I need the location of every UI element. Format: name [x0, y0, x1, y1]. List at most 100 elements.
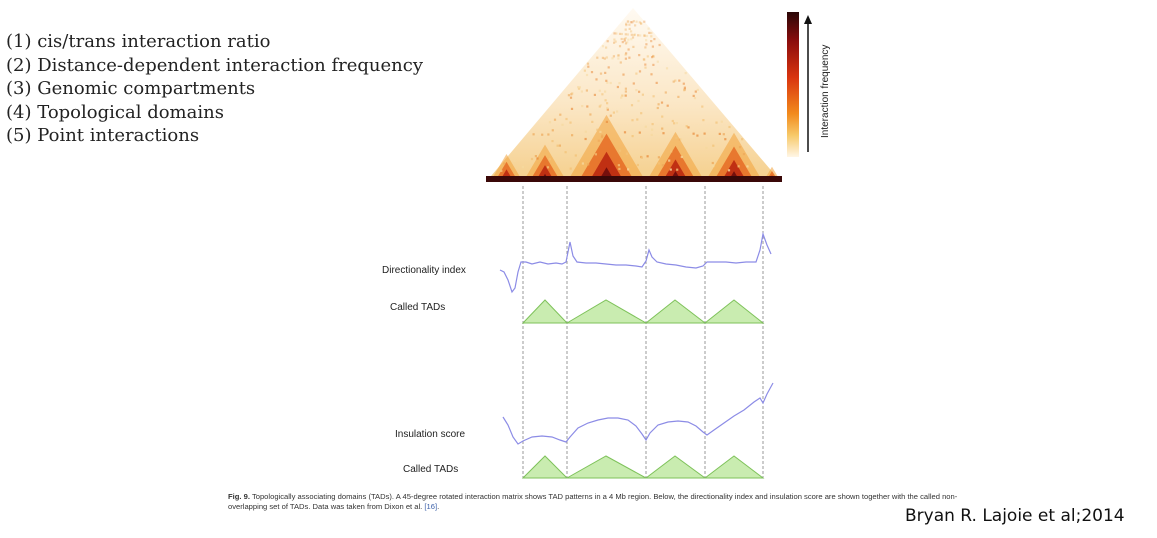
heatmap-cell — [645, 39, 648, 42]
figure-caption: Fig. 9. Topologically associating domain… — [228, 492, 988, 512]
heatmap-cell — [738, 146, 742, 149]
heatmap-cell — [658, 43, 661, 47]
called-tads-label: Called TADs — [390, 302, 445, 313]
heatmap-cell — [571, 134, 574, 137]
list-item: (5) Point interactions — [6, 125, 200, 146]
heatmap-cell — [605, 120, 608, 123]
heatmap-cell — [618, 82, 621, 85]
heatmap-cell — [628, 56, 631, 59]
heatmap-cell — [600, 135, 604, 139]
heatmap-cell — [607, 66, 610, 69]
heatmap-cell — [638, 70, 642, 73]
heatmap-cell — [627, 48, 630, 51]
heatmap-cell — [657, 156, 660, 159]
heatmap-cell — [693, 97, 697, 100]
heatmap-cell — [651, 45, 654, 48]
heatmap-cell — [665, 67, 669, 70]
heatmap-cell — [627, 168, 630, 171]
heatmap-cell — [548, 158, 551, 161]
heatmap-cell — [626, 41, 629, 44]
tad-marker — [565, 455, 647, 479]
heatmap-cell — [624, 42, 628, 45]
heatmap-cell — [712, 164, 715, 168]
heatmap-cell — [617, 54, 620, 57]
heatmap-cell — [638, 21, 641, 24]
heatmap-cell — [651, 123, 654, 126]
heatmap-cell — [711, 161, 714, 165]
heatmap-cell — [593, 93, 596, 96]
heatmap-cell — [619, 61, 622, 64]
heatmap-cell — [634, 24, 637, 27]
heatmap-cell — [676, 168, 679, 171]
caption-reference-link[interactable]: [16] — [424, 502, 438, 511]
heatmap-cell — [591, 120, 594, 123]
heatmap-cell — [712, 144, 715, 147]
heatmap-cell — [646, 155, 649, 158]
heatmap-cell — [621, 41, 624, 44]
heatmap-cell — [587, 65, 590, 68]
called-tads-label: Called TADs — [403, 464, 458, 475]
heatmap-cell — [657, 162, 661, 165]
heatmap-cell — [613, 41, 616, 44]
heatmap-cell — [630, 33, 633, 36]
tad-boundary-lines — [522, 186, 764, 478]
heatmap-cell — [611, 57, 614, 60]
feature-list: (1) cis/trans interaction ratio (2) Dist… — [6, 30, 423, 148]
heatmap-cell — [615, 32, 618, 35]
heatmap-cell — [601, 93, 604, 96]
list-item: (1) cis/trans interaction ratio — [6, 31, 271, 52]
heatmap-cell — [606, 108, 609, 111]
heatmap-cell — [645, 34, 648, 38]
heatmap-cell — [623, 38, 626, 41]
heatmap-cell — [643, 34, 646, 37]
heatmap-cell — [636, 163, 639, 167]
heatmap-cell — [638, 131, 641, 134]
heatmap-cell — [617, 54, 620, 57]
heatmap-cell — [670, 150, 673, 153]
heatmap-cell — [644, 125, 647, 128]
heatmap-cell — [583, 69, 586, 72]
heatmap-cell — [620, 96, 623, 99]
heatmap-cell — [650, 31, 653, 35]
heatmap-cell — [617, 57, 620, 60]
tad-marker — [521, 455, 569, 479]
heatmap-cell — [612, 111, 615, 114]
heatmap-triangle — [486, 8, 781, 182]
heatmap-cell — [643, 20, 646, 23]
heatmap-cell — [617, 164, 620, 167]
heatmap-cell — [597, 139, 600, 142]
heatmap-cell — [606, 40, 609, 43]
heatmap-cell — [696, 88, 699, 91]
heatmap-cell — [639, 34, 642, 37]
heatmap-cell — [640, 156, 643, 159]
heatmap-cell — [599, 72, 603, 75]
heatmap-cell — [609, 81, 612, 85]
heatmap-cell — [551, 129, 554, 132]
heatmap-cell — [644, 63, 647, 66]
heatmap-cell — [728, 125, 731, 129]
heatmap-cell — [644, 46, 647, 49]
heatmap-cell — [692, 132, 695, 135]
heatmap-cell — [589, 113, 592, 116]
heatmap-cell — [587, 163, 590, 166]
heatmap-cell — [677, 95, 680, 98]
heatmap-cell — [601, 134, 604, 137]
heatmap-cell — [657, 103, 660, 106]
heatmap-cell — [567, 94, 570, 97]
heatmap-cell — [503, 162, 506, 165]
heatmap-cell — [604, 99, 607, 102]
heatmap-cell — [684, 72, 687, 75]
heatmap-cell — [604, 71, 607, 74]
heatmap-cell — [625, 24, 628, 27]
heatmap-cell — [632, 82, 635, 85]
heatmap-cell — [650, 133, 653, 136]
heatmap-cell — [541, 133, 544, 136]
tad-marker — [703, 455, 765, 479]
insulation-score-label: Insulation score — [395, 429, 465, 440]
heatmap-cell — [609, 114, 612, 117]
heatmap-cell — [650, 35, 653, 38]
heatmap-cell — [627, 20, 630, 23]
heatmap-cell — [586, 105, 589, 108]
heatmap-cell — [623, 131, 627, 134]
heatmap-cell — [616, 85, 619, 89]
